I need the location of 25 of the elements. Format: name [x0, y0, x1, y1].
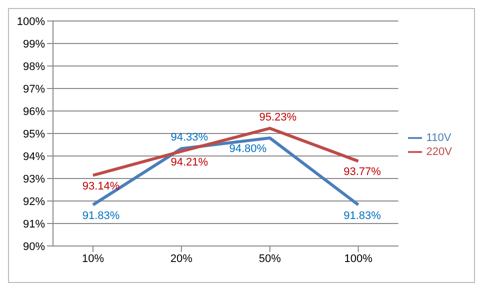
y-tick-label: 99% — [22, 38, 46, 50]
data-label: 93.77% — [344, 166, 382, 178]
x-tick-label: 100% — [344, 252, 373, 265]
y-tick-label: 92% — [22, 196, 46, 208]
y-tick-label: 93% — [22, 173, 46, 186]
data-label: 91.83% — [82, 210, 120, 222]
y-tick-label: 90% — [22, 240, 46, 253]
x-tick-label: 20% — [170, 252, 193, 265]
data-label: 91.83% — [344, 210, 382, 222]
data-label: 94.33% — [170, 132, 208, 144]
data-label: 93.14% — [82, 180, 120, 192]
x-tick-label: 50% — [258, 252, 282, 265]
y-tick-label: 98% — [22, 60, 46, 73]
data-label: 95.23% — [259, 111, 297, 124]
x-tick-label: 10% — [82, 252, 104, 265]
data-label: 94.21% — [170, 156, 208, 168]
y-tick-label: 96% — [22, 106, 46, 118]
y-tick-label: 91% — [22, 218, 46, 230]
y-tick-label: 100% — [16, 16, 46, 28]
data-label: 94.80% — [229, 143, 267, 155]
legend-label: 110V — [426, 131, 452, 144]
y-tick-label: 94% — [22, 150, 46, 163]
legend-label: 220V — [426, 145, 452, 158]
y-tick-label: 95% — [22, 128, 46, 140]
y-tick-label: 97% — [22, 83, 46, 96]
